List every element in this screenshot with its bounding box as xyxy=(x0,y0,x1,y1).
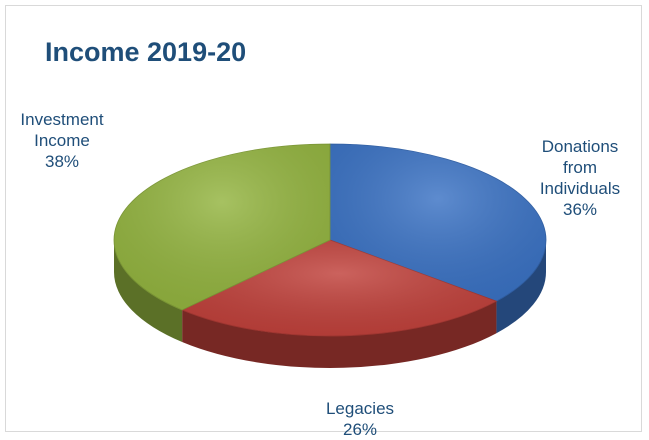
slice-label-investment-line2: Income xyxy=(12,130,112,151)
slice-value-donations: 36% xyxy=(520,199,640,220)
slice-label-donations-line1: Donations xyxy=(520,136,640,157)
slice-label-investment-line1: Investment xyxy=(12,109,112,130)
slice-label-donations: Donations from Individuals 36% xyxy=(520,136,640,220)
slice-label-legacies: Legacies 26% xyxy=(310,398,410,440)
slice-label-legacies-line1: Legacies xyxy=(310,398,410,419)
slice-label-investment: Investment Income 38% xyxy=(12,109,112,172)
slice-value-investment: 38% xyxy=(12,151,112,172)
slice-label-donations-line3: Individuals xyxy=(520,178,640,199)
pie-tops xyxy=(114,144,546,336)
slice-label-donations-line2: from xyxy=(520,157,640,178)
slice-value-legacies: 26% xyxy=(310,419,410,440)
